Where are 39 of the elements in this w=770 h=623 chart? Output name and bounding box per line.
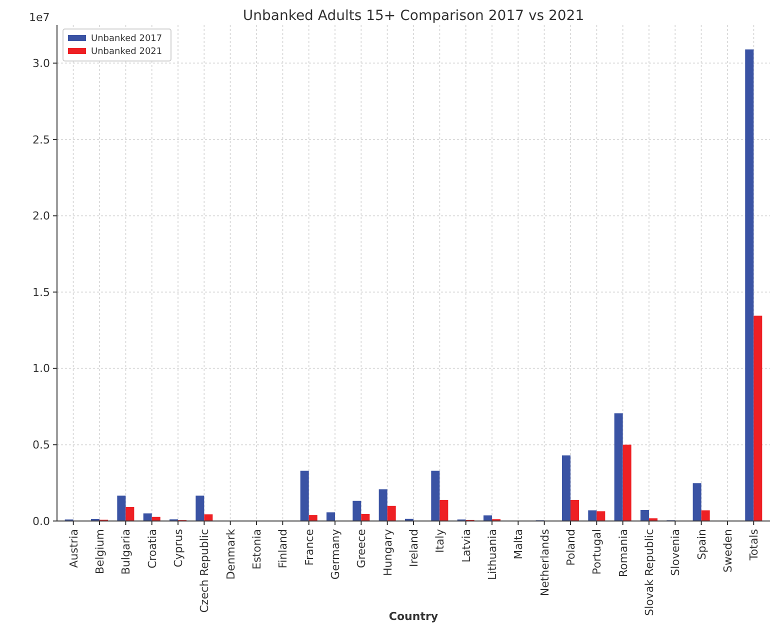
legend-label: Unbanked 2017 bbox=[91, 34, 162, 44]
x-tick-label: Totals bbox=[748, 528, 761, 562]
y-tick-label: 1.0 bbox=[32, 362, 50, 376]
y-tick-label: 2.0 bbox=[32, 210, 50, 223]
x-tick-label: Croatia bbox=[146, 529, 159, 569]
x-tick-label: Ireland bbox=[408, 529, 420, 568]
x-tick-label: France bbox=[302, 528, 316, 566]
x-tick-label: Hungary bbox=[381, 528, 394, 576]
x-tick-label: Estonia bbox=[250, 529, 264, 570]
chart-title: Unbanked Adults 15+ Comparison 2017 vs 2021 bbox=[242, 8, 584, 24]
x-tick-label: Czech Republic bbox=[198, 529, 212, 613]
x-tick-label: Italy bbox=[434, 528, 447, 553]
x-tick-label: Sweden bbox=[721, 528, 734, 572]
x-tick-label: Germany bbox=[329, 528, 342, 580]
x-tick-label: Cyprus bbox=[172, 528, 186, 568]
x-tick-label: Malta bbox=[512, 529, 526, 560]
x-tick-label: Denmark bbox=[224, 528, 238, 580]
legend-label: Unbanked 2021 bbox=[91, 47, 162, 57]
x-tick-label: Poland bbox=[564, 529, 578, 566]
x-tick-label: Bulgaria bbox=[120, 529, 133, 575]
x-tick-label: Spain bbox=[695, 528, 708, 560]
y-tick-label: 0.0 bbox=[32, 514, 50, 528]
y-tick-label: 1.5 bbox=[32, 286, 50, 299]
x-axis-title: Country bbox=[388, 610, 438, 623]
y-tick-label: 3.0 bbox=[32, 57, 50, 70]
x-tick-label: Netherlands bbox=[538, 528, 552, 596]
x-tick-label: Finland bbox=[276, 529, 290, 568]
y-tick-label: 2.5 bbox=[32, 133, 50, 146]
x-tick-label: Belgium bbox=[94, 529, 107, 574]
y-axis-title: 1e7 bbox=[29, 11, 50, 24]
x-tick-label: Portugal bbox=[590, 529, 604, 575]
x-tick-label: Latvia bbox=[460, 529, 473, 562]
x-tick-label: Slovak Republic bbox=[642, 529, 656, 616]
y-tick-label: 0.5 bbox=[32, 438, 50, 452]
x-tick-label: Austria bbox=[67, 529, 80, 568]
x-tick-label: Greece bbox=[355, 528, 368, 568]
x-tick-label: Lithuania bbox=[486, 529, 499, 580]
x-tick-label: Slovenia bbox=[669, 529, 682, 576]
x-tick-label: Romania bbox=[616, 529, 630, 578]
